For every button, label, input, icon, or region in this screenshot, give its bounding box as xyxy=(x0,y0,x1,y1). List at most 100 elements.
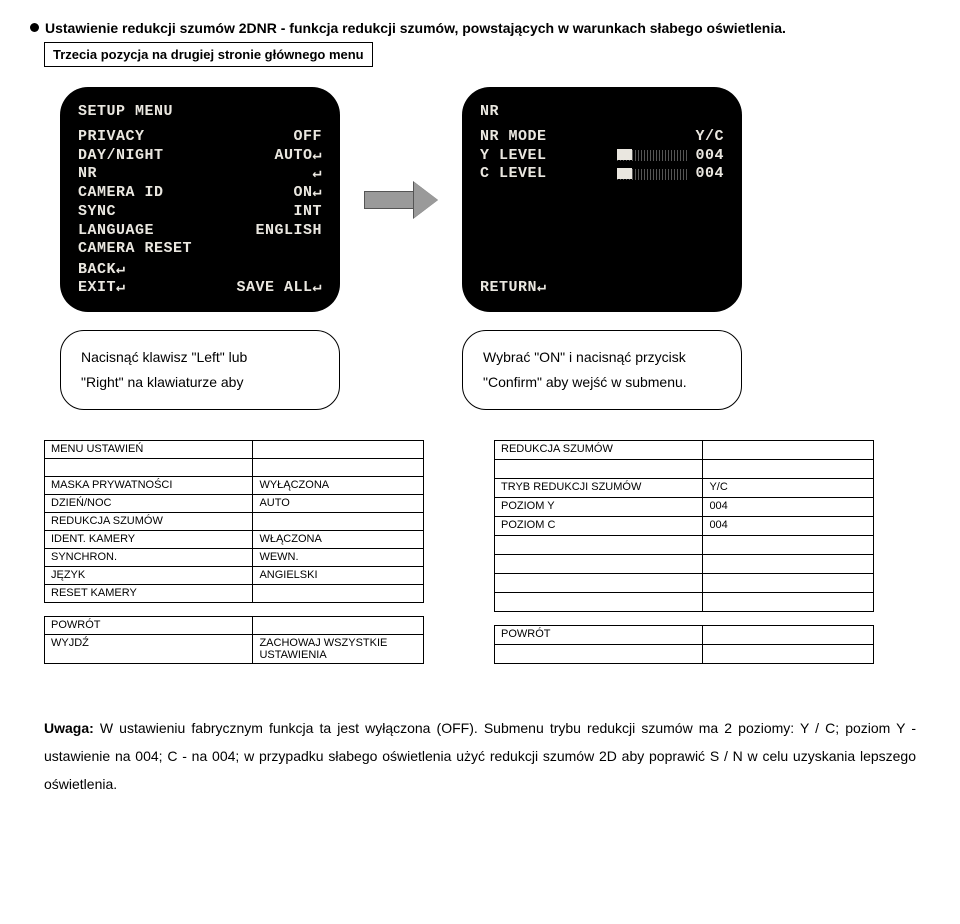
table-cell-label: REDUKCJA SZUMÓW xyxy=(45,513,253,531)
screen-row: Y LEVEL004 xyxy=(480,147,724,166)
table-row: REDUKCJA SZUMÓW xyxy=(45,513,424,531)
screen-row-value: AUTO↵ xyxy=(274,147,322,166)
screen-row: C LEVEL004 xyxy=(480,165,724,184)
screen-row: CAMERA RESET xyxy=(78,240,322,259)
table-cell-value: ANGIELSKI xyxy=(253,567,424,585)
bullet-icon xyxy=(30,23,39,32)
table-row xyxy=(495,535,874,554)
caption-spacer xyxy=(364,330,438,410)
table-cell-label: WYJDŹ xyxy=(45,635,253,664)
table-title: MENU USTAWIEŃ xyxy=(45,441,253,459)
table-cell-value: AUTO xyxy=(253,495,424,513)
table-left: MENU USTAWIEŃMASKA PRYWATNOŚCIWYŁĄCZONAD… xyxy=(44,440,424,664)
screen-row-label: PRIVACY xyxy=(78,128,145,147)
table-cell-value: ZACHOWAJ WSZYSTKIE USTAWIENIA xyxy=(253,635,424,664)
slider-bar xyxy=(617,149,631,160)
screen-row: PRIVACY OFF xyxy=(78,128,322,147)
note-prefix: Uwaga: xyxy=(44,720,94,736)
table-cell-value xyxy=(703,535,874,554)
table-cell xyxy=(253,459,424,477)
table-row xyxy=(495,573,874,592)
table-cell-label: POZIOM Y xyxy=(495,498,703,517)
screen-row-value: SAVE ALL↵ xyxy=(236,279,322,298)
table-row xyxy=(495,460,874,479)
table-cell-label xyxy=(495,535,703,554)
screen-row: NR MODEY/C xyxy=(480,128,724,147)
screen-row: EXIT↵SAVE ALL↵ xyxy=(78,279,322,298)
table-row xyxy=(495,592,874,611)
table-cell xyxy=(703,441,874,460)
caption-right: Wybrać "ON" i nacisnąć przycisk "Confirm… xyxy=(462,330,742,410)
table-row xyxy=(45,459,424,477)
screen-row-value: 004 xyxy=(611,165,724,184)
screen-right: NR NR MODEY/CY LEVEL004C LEVEL004 RETURN… xyxy=(462,87,742,312)
table-row: WYJDŹZACHOWAJ WSZYSTKIE USTAWIENIA xyxy=(45,635,424,664)
table-cell-value: 004 xyxy=(703,517,874,536)
screen-row-label: SYNC xyxy=(78,203,116,222)
table-cell xyxy=(495,611,703,626)
screen-row-label: BACK↵ xyxy=(78,261,126,280)
heading-line: Ustawienie redukcji szumów 2DNR - funkcj… xyxy=(30,20,930,36)
arrow-icon xyxy=(364,182,438,218)
screen-row-value: ↵ xyxy=(312,165,322,184)
arrow-tail xyxy=(364,191,414,209)
screen-title: NR xyxy=(480,103,499,122)
table-cell-value xyxy=(703,554,874,573)
table-right: REDUKCJA SZUMÓWTRYB REDUKCJI SZUMÓWY/CPO… xyxy=(494,440,874,664)
table-cell-label: DZIEŃ/NOC xyxy=(45,495,253,513)
table-cell-label: MASKA PRYWATNOŚCI xyxy=(45,477,253,495)
caption-left-line1: Nacisnąć klawisz "Left" lub xyxy=(81,345,319,370)
table-cell-label: IDENT. KAMERY xyxy=(45,531,253,549)
table-cell xyxy=(703,611,874,626)
table-row: IDENT. KAMERYWŁĄCZONA xyxy=(45,531,424,549)
table-row xyxy=(495,645,874,664)
screen-row: BACK↵ xyxy=(78,261,322,280)
bottom-paragraph: Uwaga: W ustawieniu fabrycznym funkcja t… xyxy=(44,714,916,798)
table-title: REDUKCJA SZUMÓW xyxy=(495,441,703,460)
table-cell-label: POWRÓT xyxy=(45,617,253,635)
table-cell-value: Y/C xyxy=(703,479,874,498)
caption-right-line1: Wybrać "ON" i nacisnąć przycisk xyxy=(483,345,721,370)
table-cell xyxy=(45,459,253,477)
screen-row: CAMERA IDON↵ xyxy=(78,184,322,203)
table-cell-label: TRYB REDUKCJI SZUMÓW xyxy=(495,479,703,498)
screen-row-label: Y LEVEL xyxy=(480,147,547,166)
screen-row-label: RETURN↵ xyxy=(480,279,547,298)
table-cell-label xyxy=(495,554,703,573)
table-row: RESET KAMERY xyxy=(45,585,424,603)
table-cell-label: POZIOM C xyxy=(495,517,703,536)
screen-row-value: ON↵ xyxy=(293,184,322,203)
table-cell-label: RESET KAMERY xyxy=(45,585,253,603)
screens-row: SETUP MENU PRIVACYOFFDAY/NIGHTAUTO↵NR↵CA… xyxy=(60,87,930,312)
table-cell xyxy=(703,460,874,479)
table-row: POWRÓT xyxy=(495,626,874,645)
table-cell-label: JĘZYK xyxy=(45,567,253,585)
table-cell-value xyxy=(703,645,874,664)
screen-row-value: INT xyxy=(293,203,322,222)
caption-left-line2: "Right" na klawiaturze aby xyxy=(81,370,319,395)
slider-value: 004 xyxy=(695,165,724,182)
screen-row: RETURN↵ xyxy=(480,279,724,298)
screen-row: NR↵ xyxy=(78,165,322,184)
table-cell-label xyxy=(495,592,703,611)
screen-right-title: NR xyxy=(480,103,724,122)
table-cell-value xyxy=(703,573,874,592)
screen-row-value: ENGLISH xyxy=(255,222,322,241)
screen-row-value: OFF xyxy=(293,128,322,147)
note-text: W ustawieniu fabrycznym funkcja ta jest … xyxy=(44,720,916,792)
table-cell-label: SYNCHRON. xyxy=(45,549,253,567)
screen-row: LANGUAGEENGLISH xyxy=(78,222,322,241)
table-cell-label xyxy=(495,573,703,592)
table-cell-value: WEWN. xyxy=(253,549,424,567)
heading-text: Ustawienie redukcji szumów 2DNR - funkcj… xyxy=(45,20,786,36)
table-cell-label: POWRÓT xyxy=(495,626,703,645)
table-row: MENU USTAWIEŃ xyxy=(45,441,424,459)
screen-row-value: Y/C xyxy=(695,128,724,147)
screen-row-label: CAMERA RESET xyxy=(78,240,192,259)
table-row: SYNCHRON.WEWN. xyxy=(45,549,424,567)
table-gap-row xyxy=(495,611,874,626)
table-row: JĘZYKANGIELSKI xyxy=(45,567,424,585)
slider-track xyxy=(617,149,689,160)
table-row: DZIEŃ/NOCAUTO xyxy=(45,495,424,513)
caption-right-line2: "Confirm" aby wejść w submenu. xyxy=(483,370,721,395)
